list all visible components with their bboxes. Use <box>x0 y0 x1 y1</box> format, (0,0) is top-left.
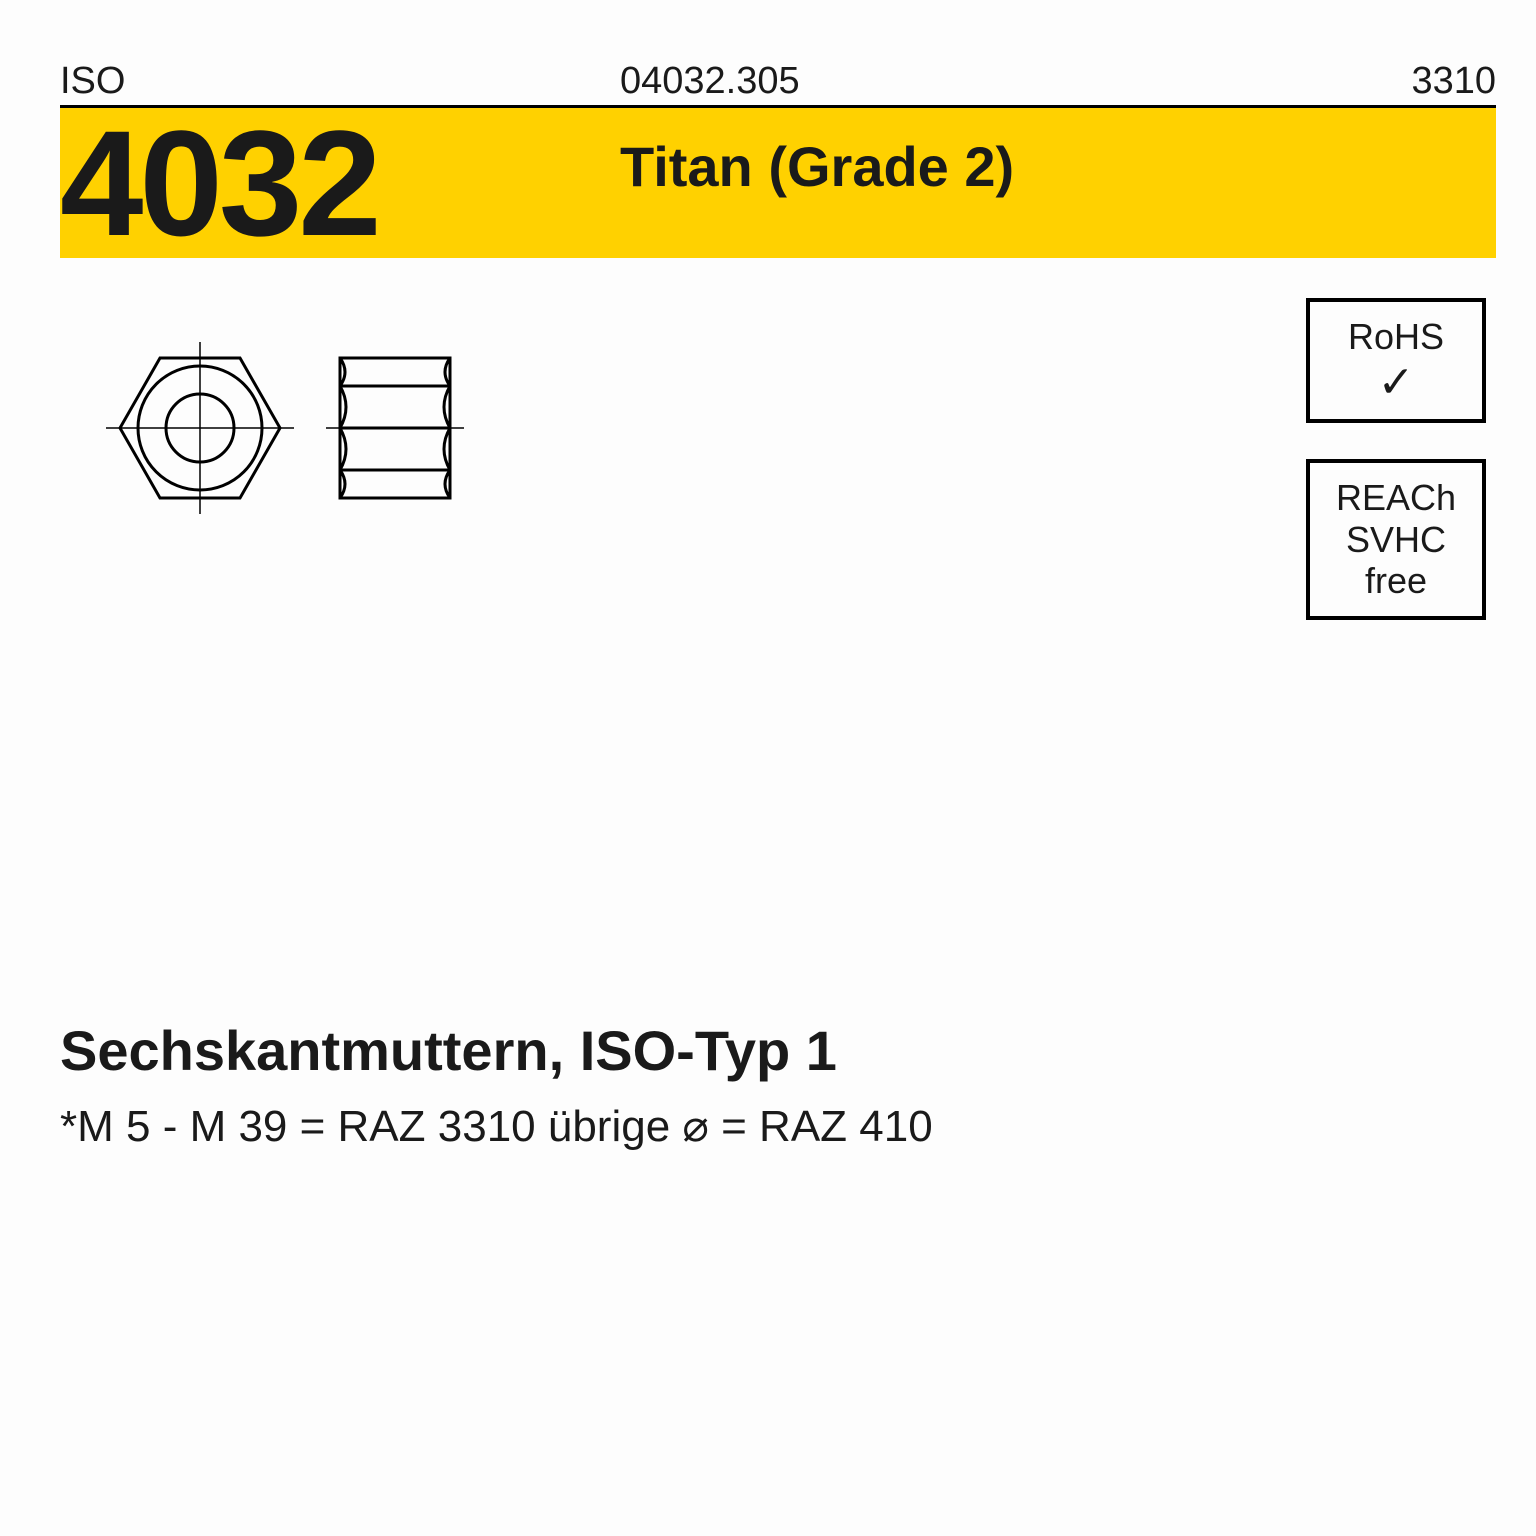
product-title: Sechskantmuttern, ISO-Typ 1 <box>60 1018 1496 1083</box>
yellow-bar: 4032 Titan (Grade 2) <box>60 108 1496 258</box>
reach-badge: REACh SVHC free <box>1306 459 1486 619</box>
rohs-check-icon: ✓ <box>1320 361 1472 405</box>
mid-section: RoHS ✓ REACh SVHC free <box>60 298 1496 658</box>
header-mid: 04032.305 <box>620 60 1296 103</box>
hex-nut-drawing <box>60 298 480 558</box>
title-block: Sechskantmuttern, ISO-Typ 1 *M 5 - M 39 … <box>60 1018 1496 1152</box>
header-right: 3310 <box>1296 60 1496 103</box>
datasheet-page: ISO 04032.305 3310 4032 Titan (Grade 2) <box>0 0 1536 1536</box>
product-subtitle: *M 5 - M 39 = RAZ 3310 übrige ⌀ = RAZ 41… <box>60 1101 1496 1152</box>
standard-number: 4032 <box>60 108 620 258</box>
reach-line2: SVHC <box>1320 519 1472 560</box>
rohs-label: RoHS <box>1320 316 1472 357</box>
reach-line3: free <box>1320 560 1472 601</box>
header-left: ISO <box>60 60 620 103</box>
reach-line1: REACh <box>1320 477 1472 518</box>
compliance-badges: RoHS ✓ REACh SVHC free <box>1306 298 1486 620</box>
material-label: Titan (Grade 2) <box>620 128 1496 199</box>
rohs-badge: RoHS ✓ <box>1306 298 1486 423</box>
